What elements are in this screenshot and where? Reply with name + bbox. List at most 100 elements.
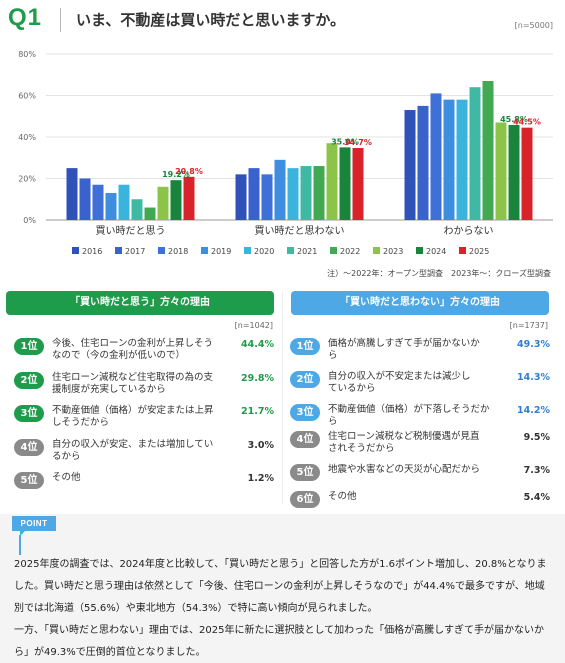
point-text: 2025年度の調査では、2024年度と比較して、「買い時だと思う」と回答した方が… [14,554,554,663]
sample-size: [n=5000] [514,21,553,30]
y-tick-label: 0% [23,216,36,225]
legend-label: 2019 [211,247,231,256]
bar-2023-0 [157,186,169,220]
legend-swatch [459,247,466,254]
reason-percent: 5.4% [523,492,550,503]
bar-2018-1 [261,174,273,220]
bar-2021-1 [300,166,312,220]
question-title: いま、不動産は買い時だと思いますか。 [76,11,346,29]
legend-swatch [287,247,294,254]
legend-swatch [72,247,79,254]
list-item: 1位 価格が高騰しすぎて手が届かないから 49.3% [290,337,550,370]
bar-2022-1 [313,166,325,220]
reason-text: 自分の収入が不安定または減少しているから [328,371,471,394]
legend-label: 2018 [168,247,188,256]
rank-badge: 5位 [14,472,44,490]
bar-2025-1 [352,147,364,220]
reason-text: 今後、住宅ローンの金利が上昇しそうなので（今の金利が低いので） [52,338,214,361]
bar-2025-0 [183,176,195,220]
bar-2020-0 [118,184,130,220]
category-label: わからない [444,225,494,237]
bar-2024-0 [170,180,182,220]
bar-2019-1 [274,159,286,220]
rank-badge: 4位 [290,431,320,448]
rank-badge: 2位 [290,371,320,388]
category-label: 買い時だと思う [96,225,166,237]
bar-2019-2 [443,99,455,220]
reason-percent: 29.8% [241,372,274,384]
bar-2023-2 [495,122,507,220]
reason-text: 住宅ローン減税など税制優遇が見直されそうだから [328,431,480,454]
reason-percent: 9.5% [523,432,550,443]
rank-badge: 3位 [14,405,44,423]
bar-2022-0 [144,207,156,220]
reasons-no-title: 「買い時だと思わない」方々の理由 [291,291,549,315]
reason-text: 不動産価値（価格）が下落しそうだから [328,404,490,427]
legend-label: 2021 [297,247,317,256]
bar-2022-2 [482,80,494,220]
bar-2020-1 [287,168,299,220]
legend-label: 2016 [82,247,102,256]
list-item: 2位 住宅ローン減税など住宅取得の為の支援制度が充実しているから 29.8% [14,371,274,401]
reasons-yes-list: 1位 今後、住宅ローンの金利が上昇しそうなので（今の金利が低いので） 44.4%… [14,337,274,505]
legend-swatch [330,247,337,254]
point-paragraph-2: 一方、「買い時だと思わない」理由では、2025年に新たに選択肢として加わった「価… [14,625,544,658]
reason-percent: 44.4% [241,339,274,350]
question-number: Q1 [8,4,43,31]
rank-badge: 1位 [14,338,44,355]
list-item: 4位 住宅ローン減税など税制優遇が見直されそうだから 9.5% [290,430,550,463]
point-tag-line [19,535,21,555]
reason-text: その他 [52,472,81,484]
data-label: 20.8% [175,167,203,176]
list-item: 3位 不動産価値（価格）が下落しそうだから 14.2% [290,403,550,430]
legend-swatch [115,247,122,254]
reasons-no-list: 1位 価格が高騰しすぎて手が届かないから 49.3% 2位 自分の収入が不安定ま… [290,337,550,517]
legend-label: 2020 [254,247,274,256]
bar-2024-1 [339,147,351,220]
bar-2020-2 [456,99,468,220]
bar-2024-2 [508,124,520,220]
reason-text: 不動産価値（価格）が安定または上昇しそうだから [52,405,214,429]
bar-2017-0 [79,178,91,220]
header-divider [60,8,61,32]
y-tick-label: 40% [18,133,36,142]
bar-2017-1 [248,168,260,220]
point-paragraph-1: 2025年度の調査では、2024年度と比較して、「買い時だと思う」と回答した方が… [14,559,547,614]
list-item: 2位 自分の収入が不安定または減少しているから 14.3% [290,370,550,403]
column-divider [282,292,283,504]
reason-text: その他 [328,491,357,502]
list-item: 4位 自分の収入が安定、または増加しているから 3.0% [14,438,274,468]
list-item: 5位 地震や水害などの天災が心配だから 7.3% [290,463,550,490]
reason-text: 住宅ローン減税など住宅取得の為の支援制度が充実しているから [52,371,214,395]
question-header: Q1 いま、不動産は買い時だと思いますか。 [n=5000] [0,0,565,46]
bar-2021-0 [131,199,143,220]
reason-percent: 3.0% [247,439,274,451]
bar-2016-1 [235,174,247,220]
reasons-no-n: [n=1737] [509,321,548,330]
rank-badge: 3位 [290,404,320,421]
bar-2016-0 [66,168,78,220]
bar-2017-2 [417,105,429,220]
data-label: 19.2% [162,170,190,179]
rank-badge: 1位 [290,338,320,355]
bar-2025-2 [521,127,533,220]
data-label: 44.5% [513,118,541,127]
rank-badge: 4位 [14,438,44,456]
bar-2023-1 [326,143,338,220]
point-section [0,514,565,663]
bar-2018-2 [430,93,442,220]
bar-2021-2 [469,87,481,220]
rank-badge: 2位 [14,371,44,389]
legend-label: 2024 [426,247,446,256]
bar-2016-2 [404,110,416,220]
list-item: 5位 その他 1.2% [14,471,274,501]
bar-2019-0 [105,193,117,220]
data-label: 34.7% [344,138,372,147]
list-item: 3位 不動産価値（価格）が安定または上昇しそうだから 21.7% [14,404,274,434]
legend-swatch [158,247,165,254]
reason-percent: 1.2% [247,473,274,485]
bar-chart: 0% 20% 40% 60% 80% 19.2%20.8% 買い時だと思う 35.0%34.7… [18,50,553,256]
legend-swatch [244,247,251,254]
data-label: 35.0% [331,137,359,146]
list-item: 6位 その他 5.4% [290,490,550,517]
